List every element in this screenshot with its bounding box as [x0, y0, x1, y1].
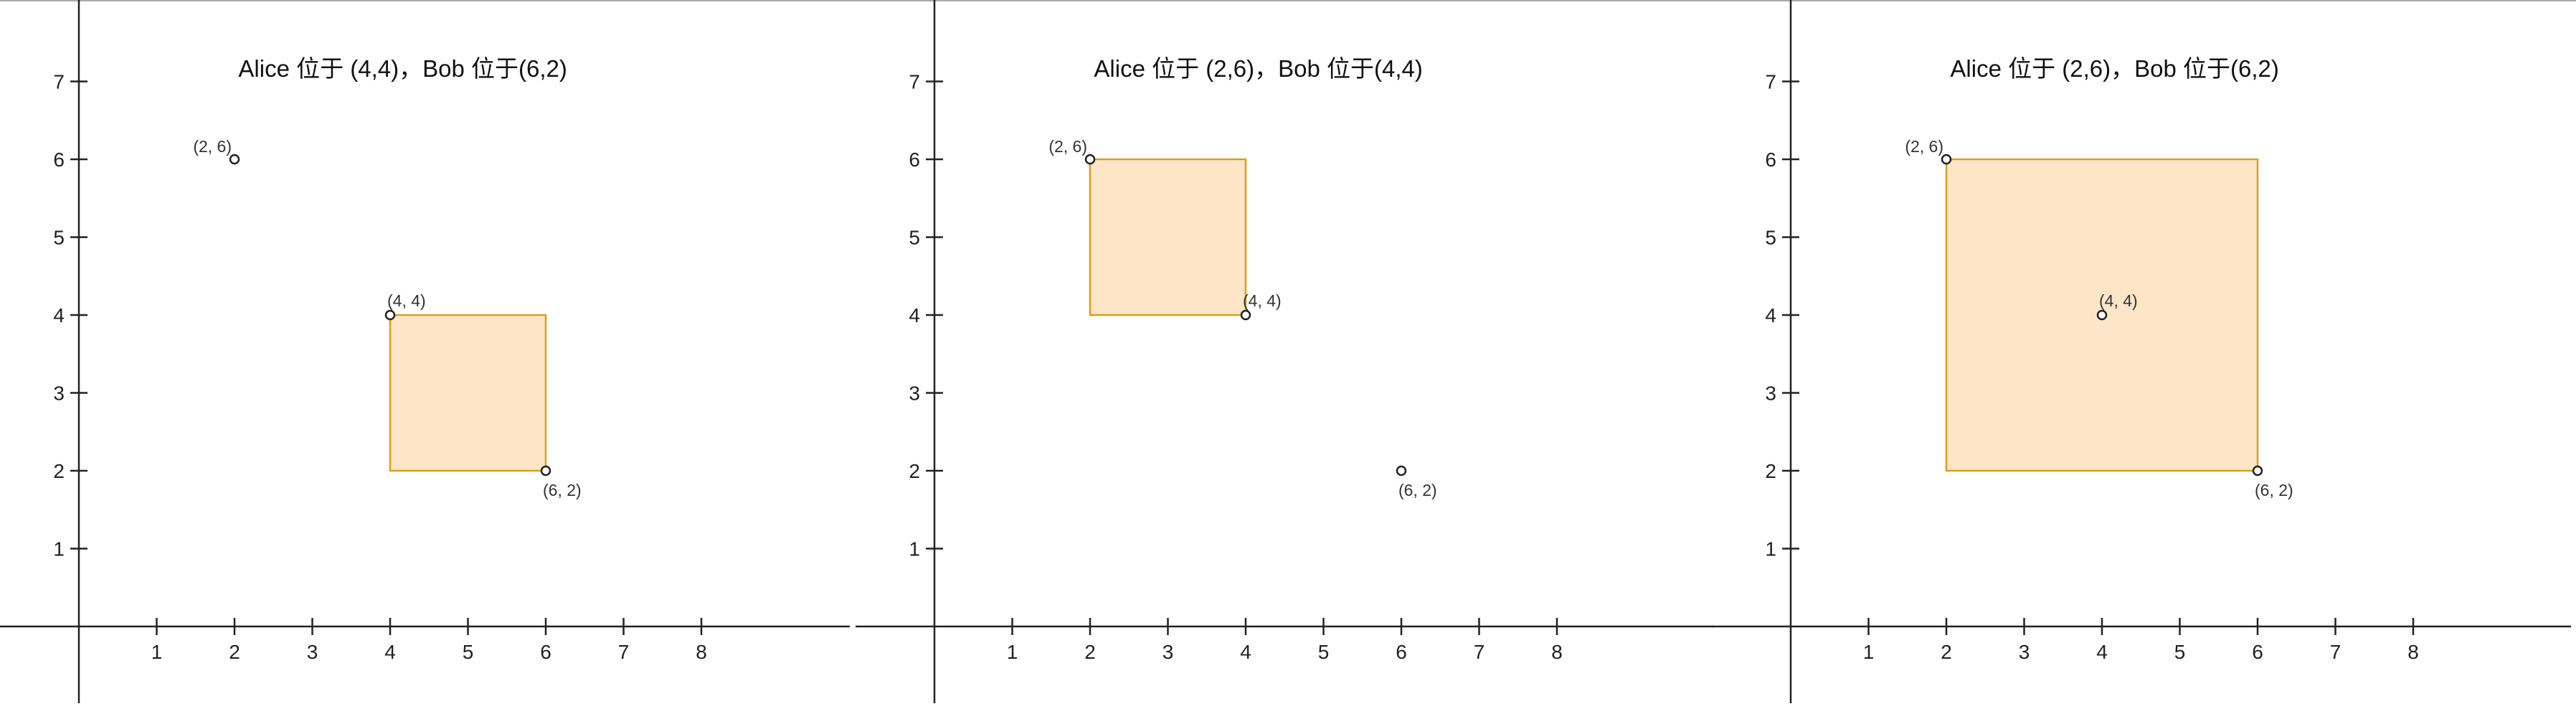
x-tick-label: 8 [2407, 641, 2419, 663]
x-tick-label: 2 [1084, 641, 1096, 663]
y-tick-label: 5 [53, 227, 65, 249]
y-tick-label: 7 [909, 71, 920, 93]
x-tick-label: 5 [463, 641, 474, 663]
point-label: (2, 6) [1905, 137, 1943, 156]
x-tick-label: 4 [384, 641, 396, 663]
y-tick-label: 7 [53, 71, 65, 93]
x-tick-label: 8 [696, 641, 707, 663]
x-tick-label: 4 [1240, 641, 1251, 663]
y-tick-label: 6 [53, 149, 65, 171]
panel-title: Alice 位于 (2,6)，Bob 位于(4,4) [1094, 55, 1422, 82]
y-tick-label: 2 [53, 460, 65, 482]
panel-1: 1 2 3 4 5 6 7 8 1 2 3 4 5 6 7 Alice 位于 (4,4)，Bob 位于(6,2… [0, 0, 850, 703]
point-marker [1240, 309, 1251, 321]
y-tick-label: 3 [1765, 382, 1776, 405]
y-tick-label: 4 [53, 304, 65, 327]
point-label: (6, 2) [1398, 481, 1437, 499]
x-tick-label: 4 [2096, 641, 2108, 663]
y-tick-label: 1 [53, 538, 65, 560]
panel-2: 1 2 3 4 5 6 7 8 1 2 3 4 5 6 7 Alice 位于 (2,6)，Bob 位于(4,4… [856, 0, 1714, 703]
y-tick-label: 2 [909, 460, 920, 482]
point-label: (4, 4) [2099, 291, 2138, 310]
x-tick-label: 6 [1396, 641, 1407, 663]
point-marker [1084, 154, 1096, 165]
y-tick-label: 2 [1765, 460, 1776, 482]
x-tick-label: 6 [540, 641, 551, 663]
x-tick-label: 5 [2174, 641, 2186, 663]
y-tick-label: 1 [909, 538, 920, 560]
y-tick-label: 3 [909, 382, 920, 405]
region-rect [1089, 158, 1247, 316]
x-tick-label: 3 [1162, 641, 1174, 663]
y-tick-label: 6 [1765, 149, 1776, 171]
x-tick-label: 3 [2019, 641, 2030, 663]
x-tick-label: 8 [1551, 641, 1563, 663]
y-tick-label: 7 [1765, 71, 1776, 93]
x-tick-label: 7 [618, 641, 630, 663]
y-tick-label: 3 [53, 382, 65, 405]
point-marker [384, 309, 396, 321]
point-label: (2, 6) [1048, 137, 1087, 156]
region-rect [389, 314, 547, 472]
x-tick-label: 2 [229, 641, 240, 663]
point-marker [1941, 154, 1952, 165]
x-tick-label: 7 [2330, 641, 2341, 663]
point-label: (4, 4) [387, 291, 426, 310]
y-tick-label: 1 [1765, 538, 1776, 560]
x-tick-label: 7 [1474, 641, 1485, 663]
y-tick-label: 5 [909, 227, 920, 249]
x-tick-label: 1 [1863, 641, 1875, 663]
point-marker [229, 154, 240, 165]
point-marker [1396, 465, 1407, 476]
x-tick-label: 1 [1007, 641, 1018, 663]
y-tick-label: 6 [909, 149, 920, 171]
y-tick-label: 5 [1765, 227, 1776, 249]
x-tick-label: 6 [2252, 641, 2263, 663]
x-tick-label: 5 [1318, 641, 1330, 663]
point-label: (4, 4) [1243, 291, 1282, 310]
y-tick-label: 4 [909, 304, 920, 327]
x-tick-label: 1 [151, 641, 163, 663]
point-marker [540, 465, 551, 476]
x-tick-label: 2 [1941, 641, 1952, 663]
panel-title: Alice 位于 (4,4)，Bob 位于(6,2) [238, 55, 567, 82]
point-label: (6, 2) [543, 481, 582, 499]
point-marker [2096, 309, 2108, 321]
point-marker [2252, 465, 2263, 476]
panel-3: 1 2 3 4 5 6 7 8 1 2 3 4 5 6 7 Alice 位于 (2,6)，Bob 位于(6,2… [1712, 0, 2571, 703]
point-label: (2, 6) [193, 137, 232, 156]
panel-title: Alice 位于 (2,6)，Bob 位于(6,2) [1950, 55, 2278, 82]
y-tick-label: 4 [1765, 304, 1776, 327]
x-tick-label: 3 [307, 641, 318, 663]
point-label: (6, 2) [2255, 481, 2293, 499]
